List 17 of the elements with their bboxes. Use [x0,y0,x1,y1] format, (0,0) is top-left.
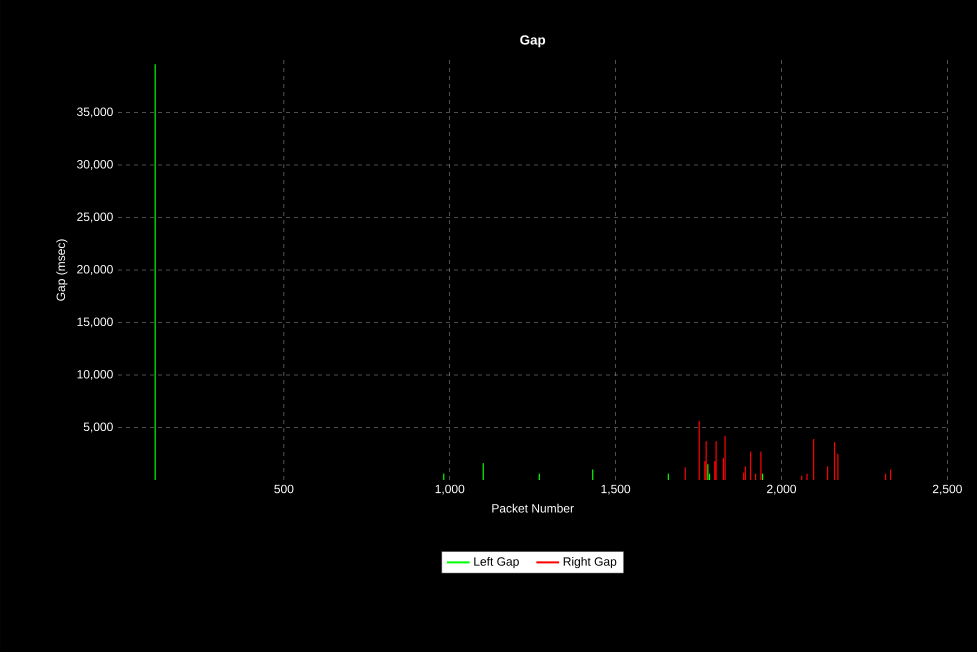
legend-label: Left Gap [474,556,519,568]
y-tick-label: 10,000 [78,370,113,380]
x-axis-title: Packet Number [492,504,574,513]
legend-label: Right Gap [564,556,616,568]
x-tick-label: 1,000 [436,484,464,495]
y-tick-label: 20,000 [77,265,113,275]
x-tick-label: 1,500 [602,484,630,495]
x-tick-label: 2,500 [932,484,962,495]
y-tick-label: 15,000 [78,318,113,328]
x-tick-label: 2,000 [767,484,796,495]
y-tick-label: 35,000 [77,108,113,118]
x-tick-label: 500 [274,484,294,494]
y-tick-label: 30,000 [77,160,113,170]
y-tick-label: 5,000 [84,422,113,432]
y-axis-title: Gap (msec) [56,239,68,301]
y-tick-label: 25,000 [77,212,113,222]
chart-title: Gap [520,35,546,48]
